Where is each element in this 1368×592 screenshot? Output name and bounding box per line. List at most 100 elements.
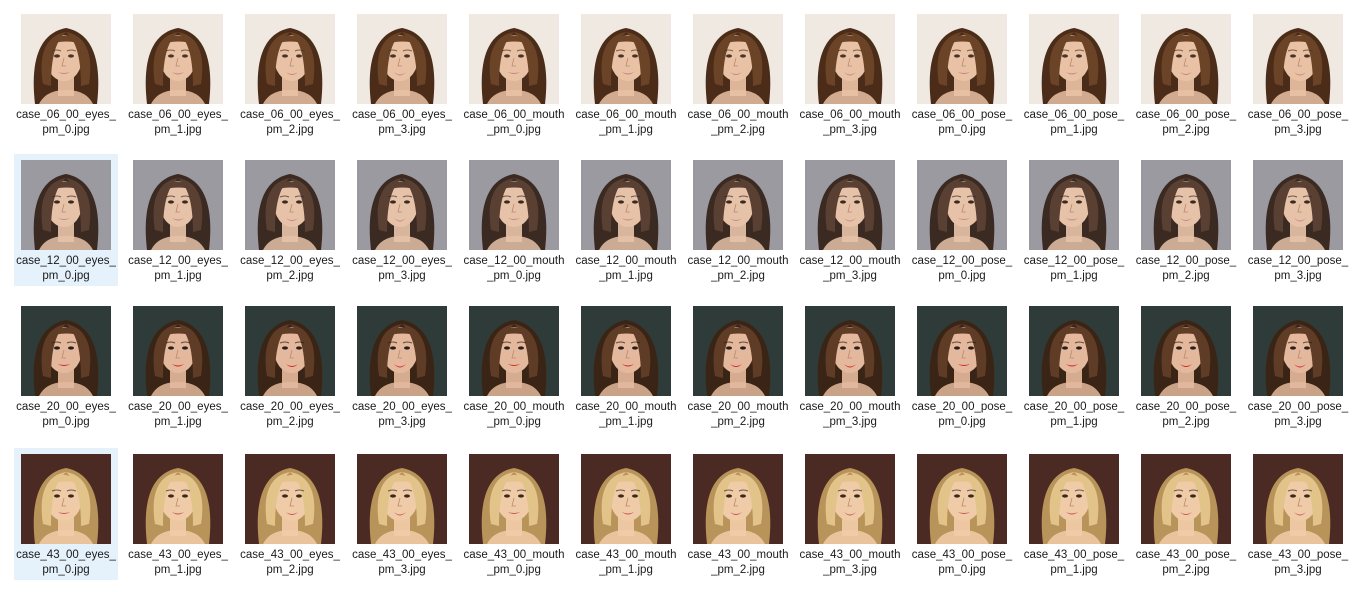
file-item[interactable]: case_12_00_mouth_pm_0.jpg — [462, 154, 566, 286]
file-item[interactable]: case_06_00_mouth_pm_0.jpg — [462, 8, 566, 140]
file-thumbnail[interactable] — [917, 14, 1007, 104]
file-thumbnail[interactable] — [1253, 454, 1343, 544]
file-item[interactable]: case_20_00_mouth_pm_0.jpg — [462, 300, 566, 432]
file-thumbnail[interactable] — [1141, 160, 1231, 250]
file-item[interactable]: case_43_00_pose_pm_0.jpg — [910, 448, 1014, 580]
file-thumbnail[interactable] — [581, 14, 671, 104]
file-thumbnail[interactable] — [1141, 306, 1231, 396]
file-thumbnail[interactable] — [581, 306, 671, 396]
file-thumbnail[interactable] — [133, 14, 223, 104]
file-thumbnail[interactable] — [693, 160, 783, 250]
file-item[interactable]: case_12_00_pose_pm_0.jpg — [910, 154, 1014, 286]
file-thumbnail[interactable] — [693, 14, 783, 104]
portrait-thumbnail — [133, 160, 223, 250]
file-item[interactable]: case_06_00_pose_pm_1.jpg — [1022, 8, 1126, 140]
file-item[interactable]: case_20_00_mouth_pm_2.jpg — [686, 300, 790, 432]
file-thumbnail[interactable] — [1029, 454, 1119, 544]
file-thumbnail[interactable] — [469, 306, 559, 396]
file-item[interactable]: case_12_00_eyes_pm_3.jpg — [350, 154, 454, 286]
file-thumbnail[interactable] — [245, 14, 335, 104]
file-item[interactable]: case_12_00_mouth_pm_1.jpg — [574, 154, 678, 286]
file-item[interactable]: case_12_00_pose_pm_1.jpg — [1022, 154, 1126, 286]
portrait-thumbnail — [469, 14, 559, 104]
file-item[interactable]: case_20_00_eyes_pm_3.jpg — [350, 300, 454, 432]
file-item[interactable]: case_43_00_pose_pm_1.jpg — [1022, 448, 1126, 580]
file-thumbnail[interactable] — [357, 160, 447, 250]
file-thumbnail[interactable] — [357, 14, 447, 104]
file-thumbnail[interactable] — [245, 454, 335, 544]
file-item[interactable]: case_12_00_eyes_pm_2.jpg — [238, 154, 342, 286]
file-item[interactable]: case_06_00_eyes_pm_2.jpg — [238, 8, 342, 140]
file-thumbnail[interactable] — [917, 454, 1007, 544]
file-thumbnail[interactable] — [469, 14, 559, 104]
portrait-thumbnail — [1253, 160, 1343, 250]
file-item[interactable]: case_06_00_eyes_pm_1.jpg — [126, 8, 230, 140]
file-thumbnail[interactable] — [805, 306, 895, 396]
file-thumbnail[interactable] — [693, 454, 783, 544]
file-item[interactable]: case_12_00_eyes_pm_1.jpg — [126, 154, 230, 286]
file-item[interactable]: case_12_00_pose_pm_2.jpg — [1134, 154, 1238, 286]
file-thumbnail[interactable] — [1029, 14, 1119, 104]
file-item[interactable]: case_43_00_mouth_pm_1.jpg — [574, 448, 678, 580]
file-item[interactable]: case_43_00_mouth_pm_2.jpg — [686, 448, 790, 580]
file-item[interactable]: case_06_00_pose_pm_0.jpg — [910, 8, 1014, 140]
file-item[interactable]: case_20_00_pose_pm_3.jpg — [1246, 300, 1350, 432]
file-thumbnail[interactable] — [1029, 306, 1119, 396]
file-item[interactable]: case_43_00_mouth_pm_3.jpg — [798, 448, 902, 580]
file-thumbnail[interactable] — [245, 160, 335, 250]
file-item[interactable]: case_12_00_eyes_pm_0.jpg — [14, 154, 118, 286]
file-thumbnail[interactable] — [1253, 14, 1343, 104]
file-thumbnail[interactable] — [133, 454, 223, 544]
file-thumbnail[interactable] — [1029, 160, 1119, 250]
file-thumbnail[interactable] — [1253, 160, 1343, 250]
file-thumbnail[interactable] — [581, 454, 671, 544]
file-item[interactable]: case_20_00_pose_pm_2.jpg — [1134, 300, 1238, 432]
file-thumbnail[interactable] — [805, 160, 895, 250]
file-thumbnail[interactable] — [245, 306, 335, 396]
file-thumbnail[interactable] — [581, 160, 671, 250]
file-thumbnail[interactable] — [21, 306, 111, 396]
file-item[interactable]: case_43_00_eyes_pm_0.jpg — [14, 448, 118, 580]
file-thumbnail[interactable] — [917, 306, 1007, 396]
file-thumbnail[interactable] — [805, 14, 895, 104]
file-item[interactable]: case_20_00_mouth_pm_1.jpg — [574, 300, 678, 432]
file-item[interactable]: case_06_00_pose_pm_3.jpg — [1246, 8, 1350, 140]
file-item[interactable]: case_20_00_pose_pm_1.jpg — [1022, 300, 1126, 432]
file-thumbnail[interactable] — [21, 160, 111, 250]
file-item[interactable]: case_43_00_pose_pm_2.jpg — [1134, 448, 1238, 580]
file-item[interactable]: case_20_00_eyes_pm_2.jpg — [238, 300, 342, 432]
file-thumbnail[interactable] — [469, 454, 559, 544]
file-name: case_12_00_mouth_pm_2.jpg — [687, 255, 789, 282]
file-item[interactable]: case_12_00_mouth_pm_2.jpg — [686, 154, 790, 286]
file-item[interactable]: case_12_00_mouth_pm_3.jpg — [798, 154, 902, 286]
file-thumbnail[interactable] — [1253, 306, 1343, 396]
file-item[interactable]: case_12_00_pose_pm_3.jpg — [1246, 154, 1350, 286]
file-item[interactable]: case_20_00_mouth_pm_3.jpg — [798, 300, 902, 432]
file-thumbnail[interactable] — [917, 160, 1007, 250]
file-thumbnail[interactable] — [133, 306, 223, 396]
file-item[interactable]: case_06_00_eyes_pm_0.jpg — [14, 8, 118, 140]
file-item[interactable]: case_43_00_eyes_pm_3.jpg — [350, 448, 454, 580]
file-thumbnail[interactable] — [469, 160, 559, 250]
file-item[interactable]: case_06_00_mouth_pm_1.jpg — [574, 8, 678, 140]
file-thumbnail[interactable] — [1141, 454, 1231, 544]
file-thumbnail[interactable] — [21, 454, 111, 544]
file-item[interactable]: case_06_00_eyes_pm_3.jpg — [350, 8, 454, 140]
file-thumbnail[interactable] — [133, 160, 223, 250]
file-item[interactable]: case_43_00_eyes_pm_2.jpg — [238, 448, 342, 580]
file-item[interactable]: case_20_00_pose_pm_0.jpg — [910, 300, 1014, 432]
file-item[interactable]: case_20_00_eyes_pm_0.jpg — [14, 300, 118, 432]
file-thumbnail[interactable] — [805, 454, 895, 544]
file-thumbnail[interactable] — [693, 306, 783, 396]
file-thumbnail[interactable] — [1141, 14, 1231, 104]
file-item[interactable]: case_06_00_pose_pm_2.jpg — [1134, 8, 1238, 140]
file-item[interactable]: case_43_00_pose_pm_3.jpg — [1246, 448, 1350, 580]
file-item[interactable]: case_43_00_eyes_pm_1.jpg — [126, 448, 230, 580]
file-thumbnail[interactable] — [21, 14, 111, 104]
file-item[interactable]: case_20_00_eyes_pm_1.jpg — [126, 300, 230, 432]
file-item[interactable]: case_06_00_mouth_pm_3.jpg — [798, 8, 902, 140]
file-thumbnail[interactable] — [357, 454, 447, 544]
file-thumbnail[interactable] — [357, 306, 447, 396]
file-item[interactable]: case_06_00_mouth_pm_2.jpg — [686, 8, 790, 140]
file-item[interactable]: case_43_00_mouth_pm_0.jpg — [462, 448, 566, 580]
